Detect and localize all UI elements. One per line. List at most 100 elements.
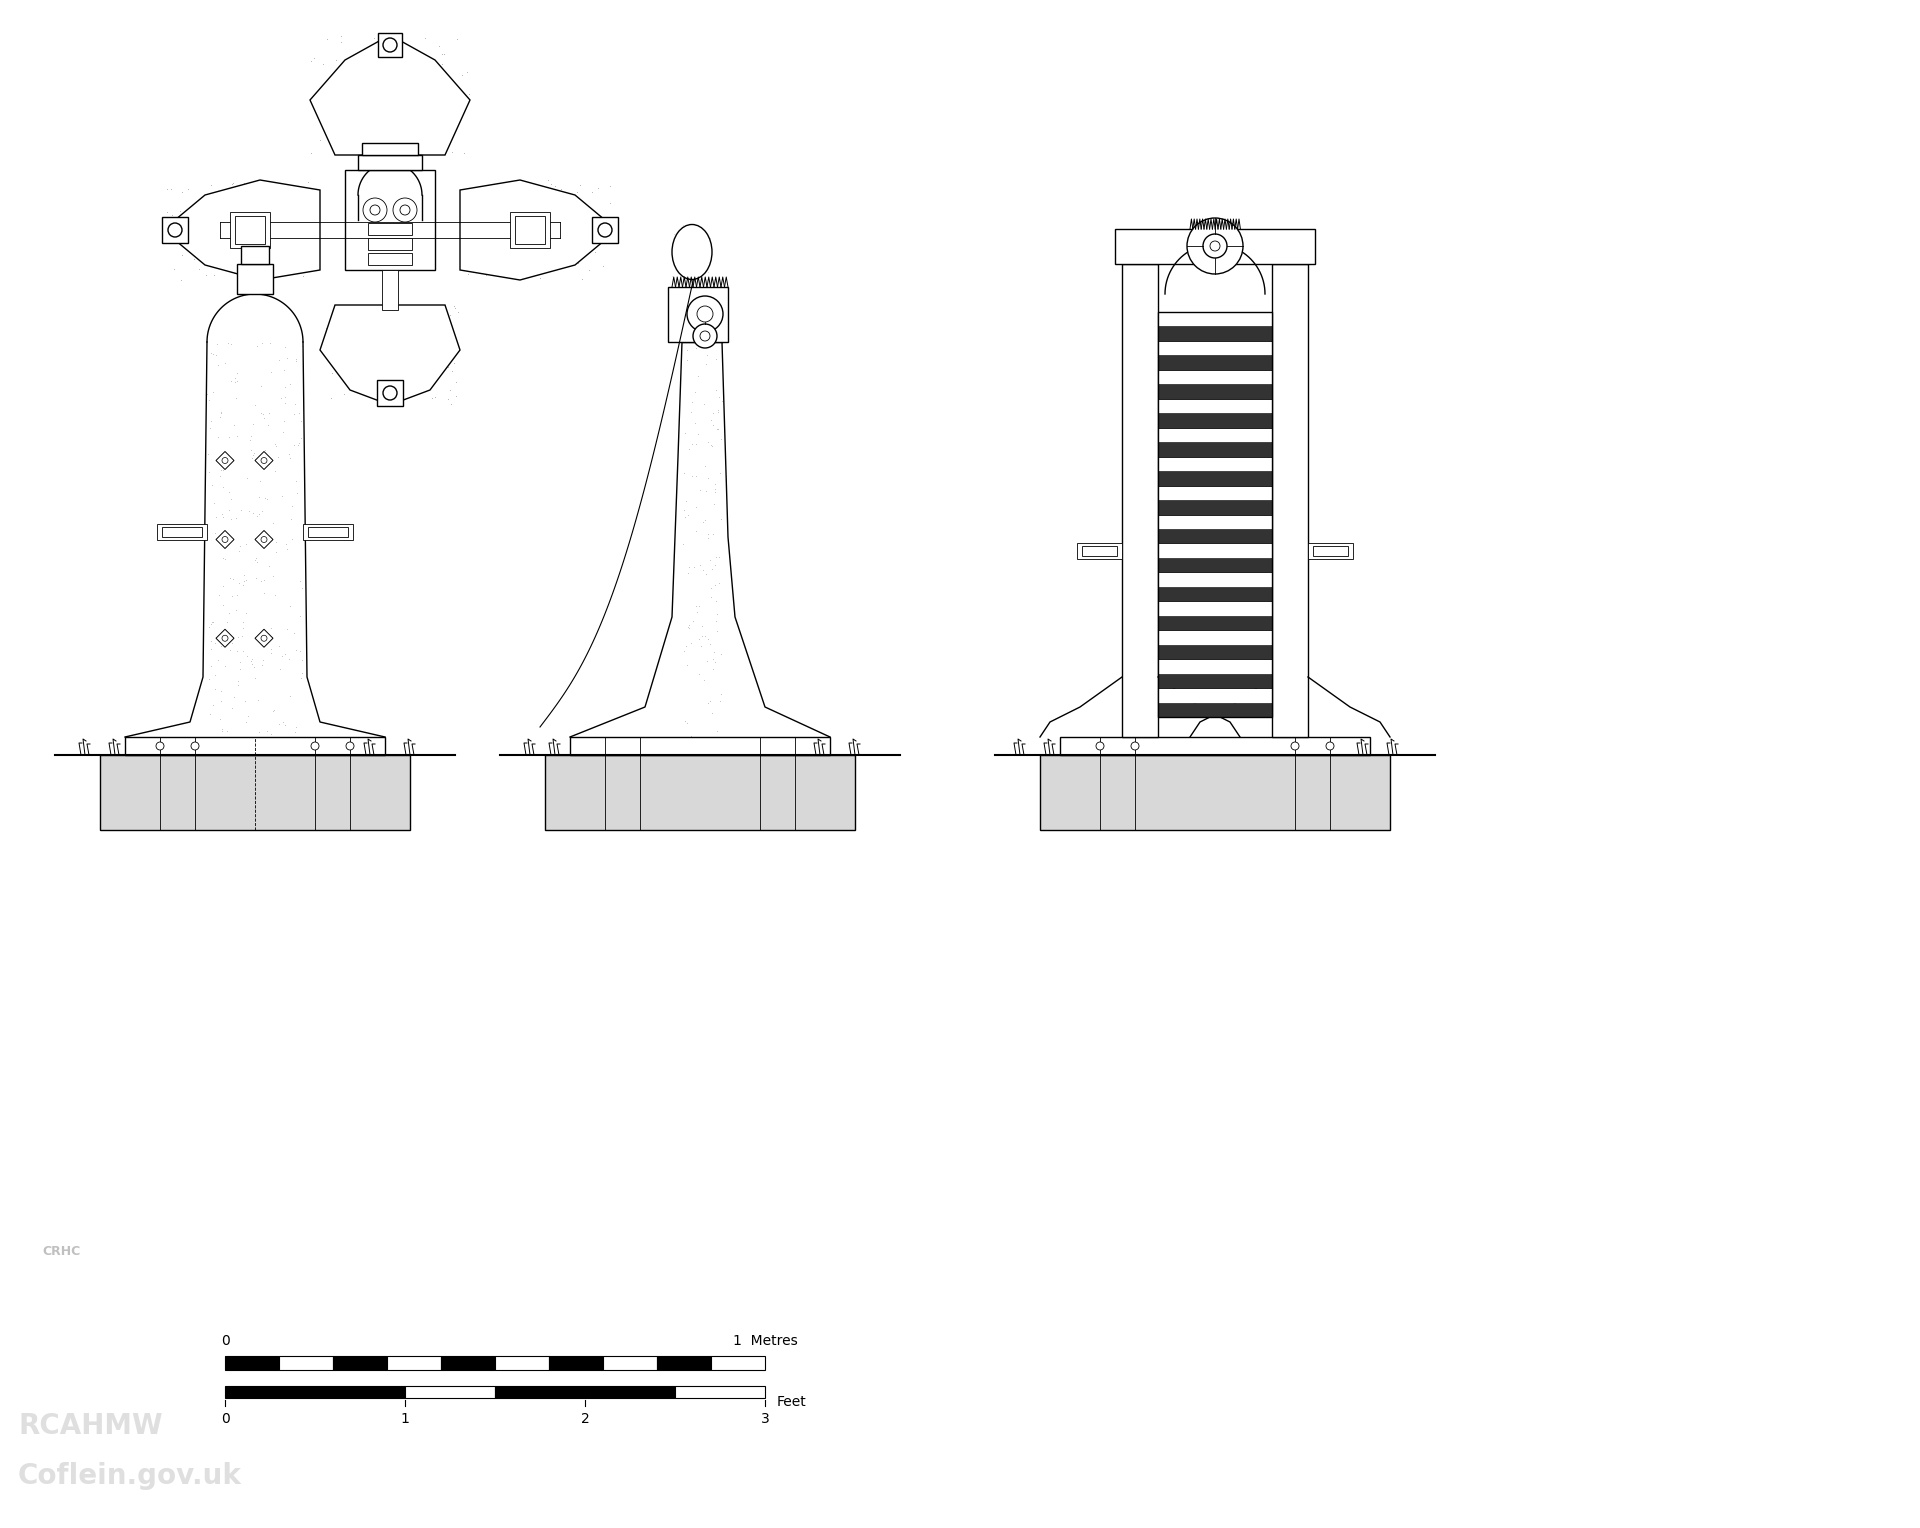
Point	[1121, 607, 1152, 631]
Point	[1286, 474, 1317, 498]
Point	[710, 761, 741, 785]
Point	[1215, 766, 1246, 790]
Point	[543, 814, 574, 839]
Point	[520, 211, 551, 235]
Circle shape	[156, 743, 163, 750]
Point	[1135, 596, 1165, 620]
Point	[382, 810, 413, 834]
Polygon shape	[255, 630, 273, 648]
Point	[321, 746, 351, 770]
Point	[173, 177, 204, 202]
Point	[522, 214, 553, 238]
Point	[148, 736, 179, 761]
Point	[1087, 804, 1117, 828]
Point	[1342, 785, 1373, 810]
Point	[1261, 382, 1292, 406]
Text: 0: 0	[221, 1334, 228, 1348]
Point	[1152, 767, 1183, 792]
Point	[296, 211, 326, 235]
Point	[687, 558, 718, 582]
Point	[361, 244, 392, 269]
Point	[561, 202, 591, 226]
Point	[192, 382, 223, 406]
Point	[399, 89, 430, 113]
Point	[198, 341, 228, 365]
Point	[355, 781, 386, 805]
Point	[1281, 575, 1311, 599]
Point	[685, 286, 716, 310]
Point	[1085, 801, 1116, 825]
Point	[555, 219, 586, 243]
Point	[138, 732, 169, 756]
Point	[221, 639, 252, 663]
Point	[230, 255, 261, 280]
Point	[1125, 564, 1156, 588]
Point	[1198, 730, 1229, 755]
Point	[1139, 616, 1169, 640]
Point	[670, 634, 701, 659]
Bar	[388, 1355, 442, 1371]
Point	[1196, 223, 1227, 248]
Point	[409, 171, 440, 196]
Point	[328, 354, 359, 379]
Point	[204, 707, 234, 732]
Point	[607, 807, 637, 831]
Point	[1131, 460, 1162, 484]
Point	[536, 171, 566, 196]
Point	[833, 808, 864, 833]
Point	[353, 303, 384, 327]
Point	[1319, 811, 1350, 836]
Point	[301, 248, 332, 272]
Point	[278, 720, 309, 744]
Point	[250, 778, 280, 802]
Point	[232, 269, 263, 293]
Point	[699, 492, 730, 516]
Point	[374, 295, 405, 319]
Point	[684, 364, 714, 388]
Point	[1260, 651, 1290, 675]
Point	[438, 293, 468, 318]
Point	[365, 339, 396, 364]
Point	[1079, 810, 1110, 834]
Point	[198, 490, 228, 515]
Point	[1281, 541, 1311, 565]
Point	[1069, 750, 1100, 775]
Point	[428, 310, 459, 335]
Point	[365, 342, 396, 367]
Point	[219, 762, 250, 787]
Point	[1283, 241, 1313, 266]
Point	[831, 792, 862, 816]
Point	[205, 741, 236, 766]
Point	[365, 782, 396, 807]
Point	[367, 246, 397, 270]
Point	[132, 740, 163, 764]
Point	[380, 215, 411, 240]
Point	[211, 720, 242, 744]
Point	[284, 738, 315, 762]
Point	[1066, 814, 1096, 839]
Point	[332, 232, 363, 257]
Point	[634, 790, 664, 814]
Point	[232, 643, 263, 668]
Point	[123, 727, 154, 752]
Point	[1154, 234, 1185, 258]
Point	[236, 651, 267, 675]
Point	[718, 793, 749, 817]
Point	[699, 553, 730, 578]
Point	[647, 766, 678, 790]
Point	[248, 788, 278, 813]
Point	[1363, 772, 1394, 796]
Point	[1279, 423, 1309, 448]
Point	[541, 770, 572, 795]
Point	[1369, 773, 1400, 798]
Point	[493, 212, 524, 237]
Point	[219, 261, 250, 286]
Bar	[1158, 500, 1271, 515]
Point	[553, 778, 584, 802]
Point	[1321, 730, 1352, 755]
Point	[1114, 764, 1144, 788]
Point	[649, 808, 680, 833]
Point	[1236, 784, 1267, 808]
Point	[117, 738, 148, 762]
Point	[732, 776, 762, 801]
